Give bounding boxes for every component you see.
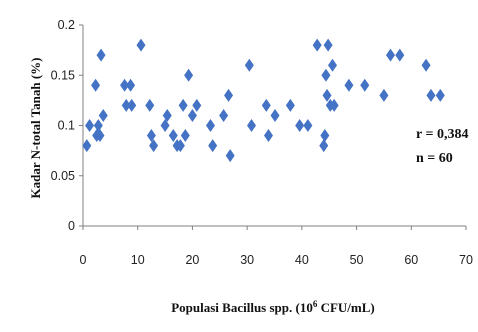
x-tick-label: 50 bbox=[350, 253, 364, 267]
data-point bbox=[127, 98, 137, 112]
data-point bbox=[303, 119, 313, 132]
data-point bbox=[319, 139, 329, 153]
y-tick-label: 0.1 bbox=[58, 119, 75, 133]
x-tick-label: 0 bbox=[80, 253, 87, 267]
data-point bbox=[385, 48, 395, 62]
data-point bbox=[327, 58, 337, 72]
x-tick-labels: 0 10 20 30 40 50 60 70 bbox=[80, 226, 473, 267]
data-point bbox=[126, 78, 136, 92]
data-point bbox=[93, 119, 103, 132]
data-point bbox=[247, 119, 257, 132]
y-tick-label: 0.05 bbox=[51, 169, 75, 183]
axes bbox=[82, 25, 466, 227]
data-point bbox=[121, 98, 131, 112]
data-point bbox=[149, 139, 159, 153]
data-point bbox=[323, 38, 333, 52]
data-point bbox=[146, 129, 156, 143]
data-point bbox=[344, 78, 354, 92]
data-point bbox=[192, 98, 202, 112]
correlation-annotation: r = 0,384 bbox=[416, 127, 468, 142]
data-point bbox=[180, 129, 190, 143]
x-tick-label: 40 bbox=[295, 253, 309, 267]
data-point bbox=[184, 68, 194, 82]
data-point bbox=[145, 98, 155, 112]
data-point bbox=[320, 129, 330, 143]
data-point bbox=[162, 108, 172, 122]
data-point bbox=[395, 48, 405, 62]
data-point bbox=[421, 58, 431, 72]
data-point bbox=[160, 119, 170, 132]
data-point bbox=[426, 88, 436, 102]
data-point bbox=[98, 108, 108, 122]
x-axis-title: Populasi Bacillus spp. (106 CFU/mL) bbox=[171, 299, 375, 315]
sample-size-annotation: n = 60 bbox=[416, 151, 453, 166]
data-point bbox=[168, 129, 178, 143]
x-axis-title-exponent: 6 bbox=[313, 299, 318, 309]
y-tick-label: 0.2 bbox=[58, 18, 75, 32]
data-point bbox=[270, 108, 280, 122]
data-point bbox=[321, 68, 331, 82]
data-point bbox=[208, 139, 218, 153]
data-point bbox=[360, 78, 370, 92]
data-point bbox=[136, 38, 146, 52]
x-axis-title-main: Populasi Bacillus spp. (10 bbox=[171, 300, 313, 315]
data-point bbox=[435, 88, 445, 102]
y-tick-label: 0 bbox=[68, 219, 75, 233]
data-point bbox=[263, 129, 273, 143]
data-point bbox=[187, 108, 197, 122]
y-tick-label: 0.15 bbox=[51, 68, 75, 82]
data-point bbox=[96, 48, 106, 62]
data-point bbox=[379, 88, 389, 102]
data-point bbox=[82, 139, 92, 153]
y-axis-title: Kadar N-total Tanah (%) bbox=[28, 58, 43, 199]
data-point bbox=[244, 58, 254, 72]
x-tick-label: 10 bbox=[131, 253, 145, 267]
data-point bbox=[178, 98, 188, 112]
data-point bbox=[329, 98, 339, 112]
data-point bbox=[95, 129, 105, 143]
data-point bbox=[205, 119, 215, 132]
data-point bbox=[120, 78, 130, 92]
data-point bbox=[295, 119, 305, 132]
data-point bbox=[175, 139, 185, 153]
data-point bbox=[225, 149, 235, 163]
x-tick-label: 60 bbox=[404, 253, 418, 267]
data-point bbox=[219, 108, 229, 122]
data-point bbox=[224, 88, 234, 102]
data-point bbox=[285, 98, 295, 112]
x-tick-label: 20 bbox=[185, 253, 199, 267]
x-tick-label: 30 bbox=[240, 253, 254, 267]
data-points bbox=[82, 38, 445, 163]
data-point bbox=[322, 88, 332, 102]
data-point bbox=[261, 98, 271, 112]
x-axis-title-unit: CFU/mL) bbox=[317, 300, 374, 315]
y-tick-labels: 0 0.05 0.1 0.15 0.2 bbox=[51, 18, 83, 233]
x-tick-label: 70 bbox=[459, 253, 473, 267]
data-point bbox=[91, 78, 101, 92]
data-point bbox=[85, 119, 95, 132]
data-point bbox=[312, 38, 322, 52]
